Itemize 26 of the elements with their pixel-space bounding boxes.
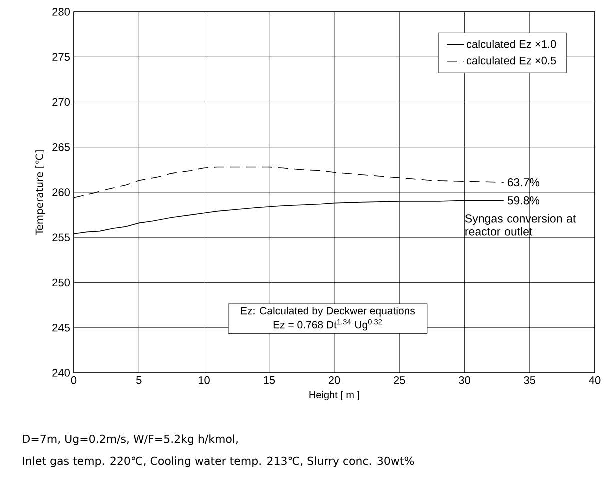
text: D=7m, Ug=0.2m/s, W/F=5.2kg h/kmol, (23, 434, 238, 446)
y-tick-label: 250 (52, 278, 70, 287)
text: Inlet gas temp. 220℃, Cooling water temp. 213℃, Slurry conc. 30wt% (23, 456, 414, 468)
y-axis-title: Temperature [℃] (36, 150, 46, 236)
y-tick-label: 280 (52, 8, 70, 16)
x-tick-label: 5 (136, 376, 142, 384)
x-tick-label: 30 (459, 376, 470, 384)
x-tick-label: 0 (71, 376, 77, 384)
legend-label: calculated Ez ×0.5 (466, 56, 556, 65)
y-tick-label: 255 (52, 234, 70, 242)
annotation: Ez = 0.768 Dt$^{1.34}$ Ug$^{0.32}$ (274, 319, 382, 331)
y-tick-label: 270 (52, 98, 70, 106)
y-tick-label: 275 (52, 53, 70, 62)
y-tick-label: 265 (52, 143, 70, 152)
x-tick-label: 35 (524, 376, 536, 384)
y-tick-label: 260 (52, 188, 70, 196)
legend-label: calculated Ez ×1.0 (466, 40, 556, 48)
y-tick-label: 245 (52, 324, 70, 332)
x-tick-label: 40 (589, 376, 601, 384)
x-axis-title: Height [ m ] (310, 391, 360, 400)
x-tick-label: 10 (198, 376, 210, 384)
y-tick-label: 240 (52, 369, 70, 377)
x-tick-label: 25 (394, 376, 406, 384)
annotation: Ez: Calculated by Deckwer equations (241, 306, 416, 317)
x-tick-label: 15 (264, 376, 276, 384)
x-tick-label: 20 (328, 376, 340, 384)
